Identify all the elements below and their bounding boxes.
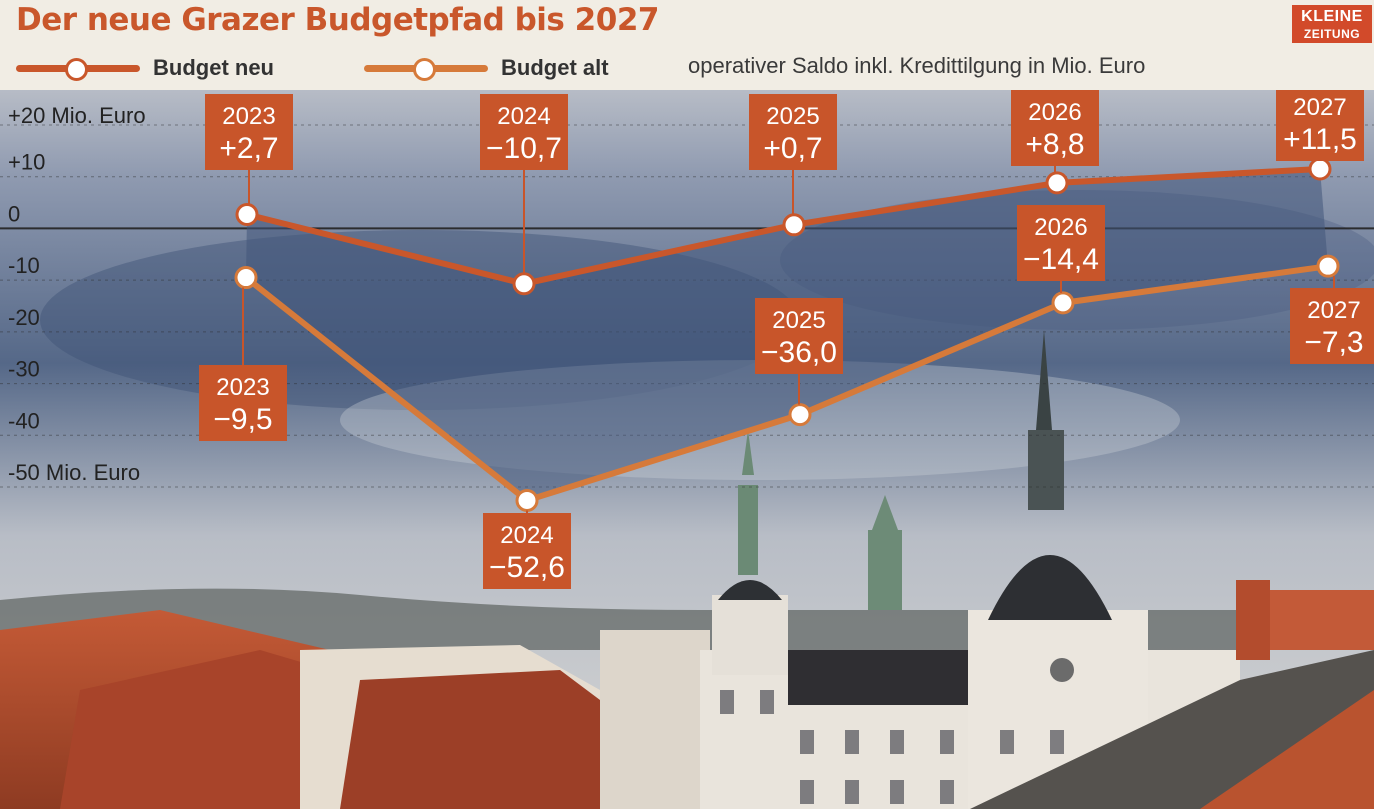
value-label-year: 2025 <box>766 103 819 130</box>
legend-budget-alt-marker <box>413 58 436 81</box>
value-label-year: 2023 <box>222 103 275 130</box>
value-label-value: −10,7 <box>486 132 562 165</box>
value-label-year: 2026 <box>1034 214 1087 241</box>
value-label-value: −9,5 <box>213 403 272 436</box>
value-label-value: +2,7 <box>219 132 278 165</box>
budget-line-chart: +20 Mio. Euro +10 0 -10 -20 -30 -40 -50 Mio. Eu… <box>0 90 1374 809</box>
value-label-alt-2026: 2026−14,4 <box>1017 205 1105 293</box>
logo-line-2: ZEITUNG <box>1303 27 1361 41</box>
value-label-box <box>1276 90 1364 161</box>
value-label-box <box>1011 90 1099 166</box>
y-tick-label: +20 Mio. Euro <box>8 103 146 128</box>
data-point-alt-2024 <box>515 488 539 512</box>
value-label-neu-2025: 2025+0,7 <box>749 94 837 215</box>
value-label-neu-2026: 2026+8,8 <box>1011 90 1099 173</box>
y-tick-label: -20 <box>8 305 40 330</box>
value-label-neu-2024: 2024−10,7 <box>480 94 568 274</box>
y-tick-label: 0 <box>8 201 20 226</box>
value-label-alt-2023: 2023−9,5 <box>199 287 287 441</box>
legend-budget-neu-label: Budget neu <box>153 55 274 80</box>
value-label-alt-2024: 2024−52,6 <box>483 510 571 589</box>
value-label-year: 2026 <box>1028 99 1081 126</box>
kleine-zeitung-logo: KLEINE ZEITUNG <box>1292 5 1372 43</box>
data-point-neu-2026 <box>1045 171 1069 195</box>
value-label-year: 2023 <box>216 374 269 401</box>
value-label-year: 2025 <box>772 307 825 334</box>
value-label-neu-2023: 2023+2,7 <box>205 94 293 205</box>
value-label-value: +11,5 <box>1283 123 1357 156</box>
value-label-value: +8,8 <box>1025 128 1084 161</box>
value-label-alt-2027: 2027−7,3 <box>1290 276 1374 364</box>
value-label-neu-2027: 2027+11,5 <box>1276 90 1364 161</box>
value-label-value: −52,6 <box>489 551 565 584</box>
value-label-year: 2027 <box>1307 297 1360 324</box>
value-label-box <box>205 94 293 170</box>
chart-area: +20 Mio. Euro +10 0 -10 -20 -30 -40 -50 Mio. Eu… <box>0 90 1374 809</box>
y-tick-label: -10 <box>8 253 40 278</box>
value-label-box <box>755 298 843 374</box>
data-point-neu-2027 <box>1308 157 1332 181</box>
value-label-box <box>483 513 571 589</box>
y-tick-label: +10 <box>8 150 45 175</box>
logo-line-1: KLEINE <box>1301 8 1363 25</box>
chart-title: Der neue Grazer Budgetpfad bis 2027 <box>16 2 659 38</box>
value-label-alt-2025: 2025−36,0 <box>755 298 843 405</box>
value-label-value: −14,4 <box>1023 243 1099 276</box>
legend-budget-alt-label: Budget alt <box>501 55 609 80</box>
y-axis-ticks: +20 Mio. Euro +10 0 -10 -20 -30 -40 -50 Mio. Eu… <box>8 103 146 485</box>
value-label-year: 2024 <box>500 522 553 549</box>
data-point-neu-2023 <box>235 202 259 226</box>
value-label-box <box>199 365 287 441</box>
value-label-box <box>480 94 568 170</box>
y-tick-label: -50 Mio. Euro <box>8 460 140 485</box>
legend-budget-neu-marker <box>65 58 88 81</box>
chart-subtitle: operativer Saldo inkl. Kredittilgung in … <box>688 53 1146 78</box>
data-point-alt-2027 <box>1316 254 1340 278</box>
value-label-value: −7,3 <box>1304 326 1363 359</box>
data-labels: 2023+2,72024−10,72025+0,72026+8,82027+11… <box>199 90 1374 589</box>
value-label-box <box>1017 205 1105 281</box>
value-label-value: −36,0 <box>761 336 837 369</box>
value-label-value: +0,7 <box>763 132 822 165</box>
value-label-box <box>1290 288 1374 364</box>
y-tick-label: -40 <box>8 408 40 433</box>
value-label-box <box>749 94 837 170</box>
data-point-alt-2023 <box>234 266 258 290</box>
data-point-alt-2026 <box>1051 291 1075 315</box>
value-label-year: 2024 <box>497 103 550 130</box>
data-point-neu-2024 <box>512 272 536 296</box>
data-point-alt-2025 <box>788 403 812 427</box>
data-point-neu-2025 <box>782 213 806 237</box>
value-label-year: 2027 <box>1293 94 1346 121</box>
y-tick-label: -30 <box>8 357 40 382</box>
